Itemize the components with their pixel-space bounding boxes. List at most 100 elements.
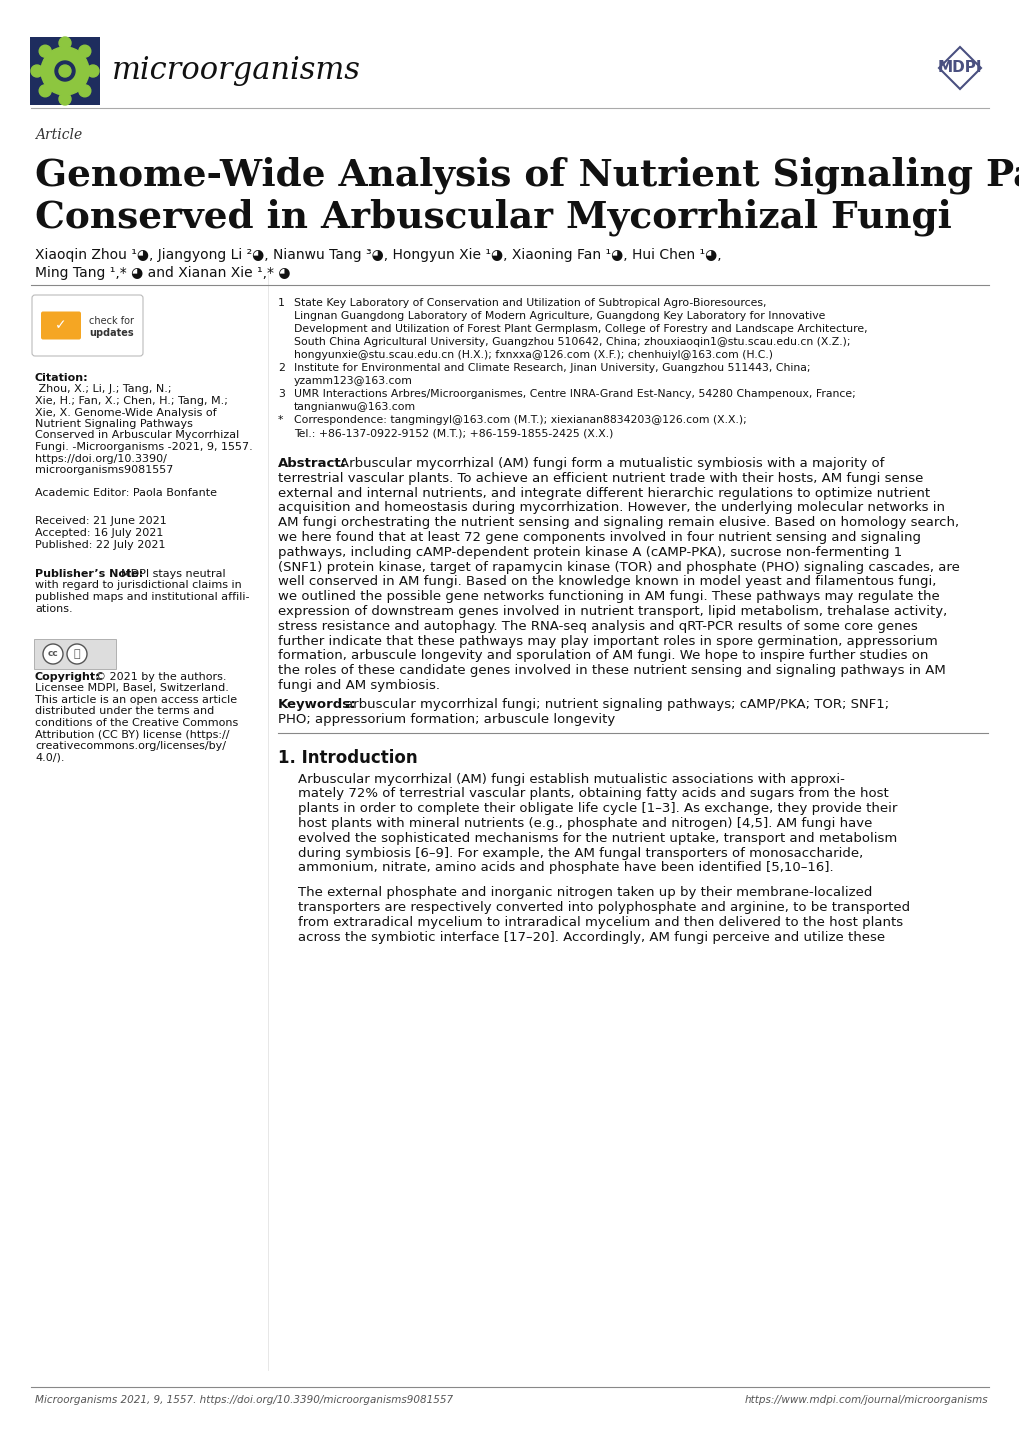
Text: expression of downstream genes involved in nutrient transport, lipid metabolism,: expression of downstream genes involved … <box>278 606 947 619</box>
FancyBboxPatch shape <box>41 311 81 339</box>
Text: pathways, including cAMP-dependent protein kinase A (cAMP-PKA), sucrose non-ferm: pathways, including cAMP-dependent prote… <box>278 547 902 559</box>
Text: tangnianwu@163.com: tangnianwu@163.com <box>293 402 416 412</box>
Text: updates: updates <box>89 327 133 337</box>
Text: from extraradical mycelium to intraradical mycelium and then delivered to the ho: from extraradical mycelium to intraradic… <box>298 916 902 929</box>
Text: Institute for Environmental and Climate Research, Jinan University, Guangzhou 51: Institute for Environmental and Climate … <box>293 363 810 373</box>
Text: Academic Editor: Paola Bonfante: Academic Editor: Paola Bonfante <box>35 489 217 499</box>
Text: ✓: ✓ <box>55 319 67 333</box>
Text: The external phosphate and inorganic nitrogen taken up by their membrane-localiz: The external phosphate and inorganic nit… <box>298 887 871 900</box>
Text: Conserved in Arbuscular Mycorrhizal Fungi: Conserved in Arbuscular Mycorrhizal Fung… <box>35 198 951 235</box>
Text: Microorganisms 2021, 9, 1557. https://doi.org/10.3390/microorganisms9081557: Microorganisms 2021, 9, 1557. https://do… <box>35 1394 452 1405</box>
Text: acquisition and homeostasis during mycorrhization. However, the underlying molec: acquisition and homeostasis during mycor… <box>278 502 944 515</box>
Text: published maps and institutional affili-: published maps and institutional affili- <box>35 593 250 601</box>
Text: Attribution (CC BY) license (https://: Attribution (CC BY) license (https:// <box>35 730 229 740</box>
Text: https://doi.org/10.3390/: https://doi.org/10.3390/ <box>35 453 167 463</box>
Text: Publisher’s Note:: Publisher’s Note: <box>35 570 143 580</box>
Text: Genome-Wide Analysis of Nutrient Signaling Pathways: Genome-Wide Analysis of Nutrient Signali… <box>35 156 1019 193</box>
Circle shape <box>39 85 51 97</box>
Text: microorganisms: microorganisms <box>112 55 361 87</box>
Text: This article is an open access article: This article is an open access article <box>35 695 236 705</box>
Text: Published: 22 July 2021: Published: 22 July 2021 <box>35 539 165 549</box>
Text: microorganisms9081557: microorganisms9081557 <box>35 464 173 474</box>
Text: formation, arbuscule longevity and sporulation of AM fungi. We hope to inspire f: formation, arbuscule longevity and sporu… <box>278 649 927 662</box>
Circle shape <box>41 48 89 95</box>
Text: terrestrial vascular plants. To achieve an efficient nutrient trade with their h: terrestrial vascular plants. To achieve … <box>278 472 922 485</box>
Text: Received: 21 June 2021: Received: 21 June 2021 <box>35 516 166 526</box>
Text: Copyright:: Copyright: <box>35 672 101 682</box>
FancyBboxPatch shape <box>34 639 116 669</box>
Text: 3: 3 <box>278 389 284 399</box>
Text: 2: 2 <box>278 363 284 373</box>
Text: with regard to jurisdictional claims in: with regard to jurisdictional claims in <box>35 581 242 591</box>
Text: 1. Introduction: 1. Introduction <box>278 748 417 767</box>
Text: Licensee MDPI, Basel, Switzerland.: Licensee MDPI, Basel, Switzerland. <box>35 684 228 694</box>
Circle shape <box>78 85 91 97</box>
Text: https://www.mdpi.com/journal/microorganisms: https://www.mdpi.com/journal/microorgani… <box>744 1394 987 1405</box>
Text: Accepted: 16 July 2021: Accepted: 16 July 2021 <box>35 528 163 538</box>
Text: UMR Interactions Arbres/Microorganismes, Centre INRA-Grand Est-Nancy, 54280 Cham: UMR Interactions Arbres/Microorganismes,… <box>293 389 855 399</box>
FancyBboxPatch shape <box>32 296 143 356</box>
Circle shape <box>43 645 63 663</box>
Text: hongyunxie@stu.scau.edu.cn (H.X.); fxnxxa@126.com (X.F.); chenhuiyl@163.com (H.C: hongyunxie@stu.scau.edu.cn (H.X.); fxnxx… <box>293 350 772 360</box>
Text: Xiaoqin Zhou ¹◕, Jiangyong Li ²◕, Nianwu Tang ³◕, Hongyun Xie ¹◕, Xiaoning Fan ¹: Xiaoqin Zhou ¹◕, Jiangyong Li ²◕, Nianwu… <box>35 248 720 262</box>
Text: 1: 1 <box>278 298 284 309</box>
Text: (SNF1) protein kinase, target of rapamycin kinase (TOR) and phosphate (PHO) sign: (SNF1) protein kinase, target of rapamyc… <box>278 561 959 574</box>
Text: Nutrient Signaling Pathways: Nutrient Signaling Pathways <box>35 420 193 430</box>
Text: during symbiosis [6–9]. For example, the AM fungal transporters of monosaccharid: during symbiosis [6–9]. For example, the… <box>298 846 862 859</box>
Text: cc: cc <box>48 649 58 659</box>
Text: ammonium, nitrate, amino acids and phosphate have been identified [5,10–16].: ammonium, nitrate, amino acids and phosp… <box>298 861 833 874</box>
Text: check for: check for <box>89 316 133 326</box>
Text: Conserved in Arbuscular Mycorrhizal: Conserved in Arbuscular Mycorrhizal <box>35 431 239 440</box>
Text: Xie, H.; Fan, X.; Chen, H.; Tang, M.;: Xie, H.; Fan, X.; Chen, H.; Tang, M.; <box>35 397 227 407</box>
Circle shape <box>59 92 71 105</box>
Text: creativecommons.org/licenses/by/: creativecommons.org/licenses/by/ <box>35 741 226 751</box>
Text: ⓑ: ⓑ <box>73 649 81 659</box>
Circle shape <box>55 61 75 81</box>
Text: Lingnan Guangdong Laboratory of Modern Agriculture, Guangdong Key Laboratory for: Lingnan Guangdong Laboratory of Modern A… <box>293 311 824 322</box>
Text: MDPI: MDPI <box>936 61 981 75</box>
Circle shape <box>67 645 87 663</box>
Text: mately 72% of terrestrial vascular plants, obtaining fatty acids and sugars from: mately 72% of terrestrial vascular plant… <box>298 787 888 800</box>
Text: Citation:: Citation: <box>35 373 89 384</box>
Text: host plants with mineral nutrients (e.g., phosphate and nitrogen) [4,5]. AM fung: host plants with mineral nutrients (e.g.… <box>298 818 871 831</box>
Text: transporters are respectively converted into polyphosphate and arginine, to be t: transporters are respectively converted … <box>298 901 909 914</box>
Text: arbuscular mycorrhizal fungi; nutrient signaling pathways; cAMP/PKA; TOR; SNF1;: arbuscular mycorrhizal fungi; nutrient s… <box>344 698 889 711</box>
Circle shape <box>59 65 71 76</box>
Circle shape <box>78 45 91 58</box>
Circle shape <box>59 37 71 49</box>
Text: Development and Utilization of Forest Plant Germplasm, College of Forestry and L: Development and Utilization of Forest Pl… <box>293 324 867 335</box>
Text: Keywords:: Keywords: <box>278 698 357 711</box>
Text: we here found that at least 72 gene components involved in four nutrient sensing: we here found that at least 72 gene comp… <box>278 531 920 544</box>
Text: plants in order to complete their obligate life cycle [1–3]. As exchange, they p: plants in order to complete their obliga… <box>298 802 897 815</box>
FancyBboxPatch shape <box>30 37 100 105</box>
Text: Zhou, X.; Li, J.; Tang, N.;: Zhou, X.; Li, J.; Tang, N.; <box>35 385 171 395</box>
Text: © 2021 by the authors.: © 2021 by the authors. <box>95 672 226 682</box>
Text: we outlined the possible gene networks functioning in AM fungi. These pathways m: we outlined the possible gene networks f… <box>278 590 938 603</box>
Text: ations.: ations. <box>35 604 72 613</box>
Text: State Key Laboratory of Conservation and Utilization of Subtropical Agro-Bioreso: State Key Laboratory of Conservation and… <box>293 298 765 309</box>
Text: evolved the sophisticated mechanisms for the nutrient uptake, transport and meta: evolved the sophisticated mechanisms for… <box>298 832 897 845</box>
Text: stress resistance and autophagy. The RNA-seq analysis and qRT-PCR results of som: stress resistance and autophagy. The RNA… <box>278 620 917 633</box>
Text: Article: Article <box>35 128 83 141</box>
Text: yzamm123@163.com: yzamm123@163.com <box>293 376 413 386</box>
Text: 4.0/).: 4.0/). <box>35 753 64 763</box>
Text: conditions of the Creative Commons: conditions of the Creative Commons <box>35 718 238 728</box>
Text: fungi and AM symbiosis.: fungi and AM symbiosis. <box>278 679 439 692</box>
Circle shape <box>87 65 99 76</box>
Text: Xie, X. Genome-Wide Analysis of: Xie, X. Genome-Wide Analysis of <box>35 408 216 418</box>
Text: PHO; appressorium formation; arbuscule longevity: PHO; appressorium formation; arbuscule l… <box>278 712 614 725</box>
Text: South China Agricultural University, Guangzhou 510642, China; zhouxiaoqin1@stu.s: South China Agricultural University, Gua… <box>293 337 850 348</box>
Text: MDPI stays neutral: MDPI stays neutral <box>121 570 225 580</box>
Text: the roles of these candidate genes involved in these nutrient sensing and signal: the roles of these candidate genes invol… <box>278 665 945 678</box>
Text: Ming Tang ¹,* ◕ and Xianan Xie ¹,* ◕: Ming Tang ¹,* ◕ and Xianan Xie ¹,* ◕ <box>35 265 290 280</box>
Text: further indicate that these pathways may play important roles in spore germinati: further indicate that these pathways may… <box>278 634 936 647</box>
Text: Arbuscular mycorrhizal (AM) fungi form a mutualistic symbiosis with a majority o: Arbuscular mycorrhizal (AM) fungi form a… <box>339 457 883 470</box>
Text: distributed under the terms and: distributed under the terms and <box>35 707 214 717</box>
Text: Abstract:: Abstract: <box>278 457 346 470</box>
Text: Correspondence: tangmingyl@163.com (M.T.); xiexianan8834203@126.com (X.X.);: Correspondence: tangmingyl@163.com (M.T.… <box>293 415 746 425</box>
Circle shape <box>39 45 51 58</box>
Text: across the symbiotic interface [17–20]. Accordingly, AM fungi perceive and utili: across the symbiotic interface [17–20]. … <box>298 930 884 943</box>
Text: external and internal nutrients, and integrate different hierarchic regulations : external and internal nutrients, and int… <box>278 486 929 499</box>
Text: AM fungi orchestrating the nutrient sensing and signaling remain elusive. Based : AM fungi orchestrating the nutrient sens… <box>278 516 958 529</box>
Circle shape <box>31 65 43 76</box>
